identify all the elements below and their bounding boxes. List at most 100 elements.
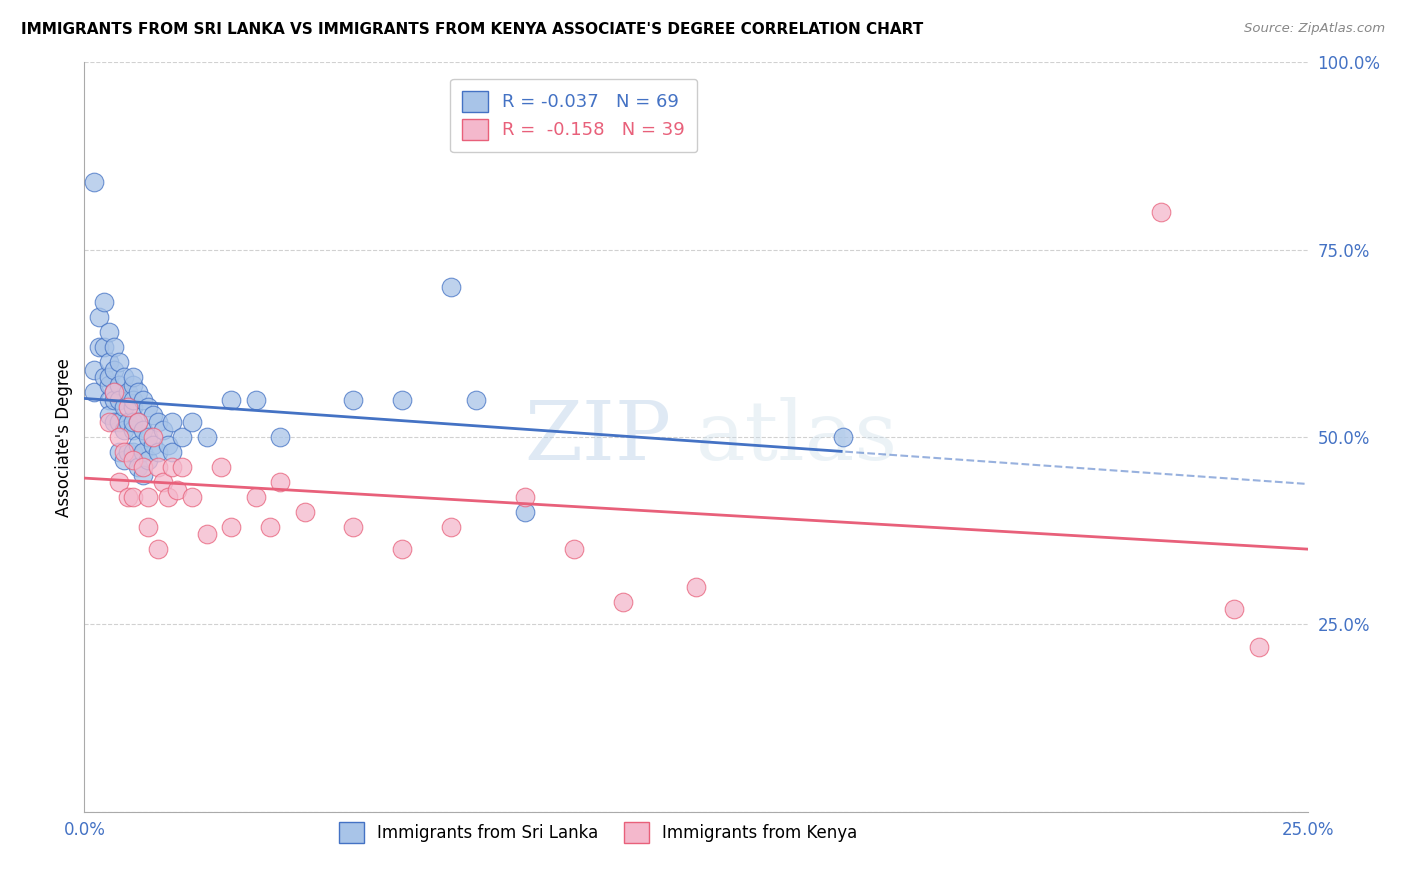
Point — [219, 520, 242, 534]
Legend: Immigrants from Sri Lanka, Immigrants from Kenya: Immigrants from Sri Lanka, Immigrants fr… — [326, 809, 870, 855]
Point — [142, 430, 165, 444]
Point — [122, 370, 145, 384]
Point — [269, 475, 291, 489]
Point — [122, 392, 145, 407]
Point — [93, 295, 115, 310]
Point — [162, 415, 184, 429]
Point — [127, 460, 149, 475]
Point — [97, 355, 120, 369]
Point — [112, 445, 135, 459]
Point — [391, 542, 413, 557]
Point — [342, 520, 364, 534]
Point — [97, 370, 120, 384]
Point — [107, 475, 129, 489]
Point — [1223, 602, 1246, 616]
Point — [132, 467, 155, 482]
Point — [513, 505, 536, 519]
Point — [127, 437, 149, 451]
Point — [117, 385, 139, 400]
Point — [107, 445, 129, 459]
Point — [142, 408, 165, 422]
Point — [162, 460, 184, 475]
Point — [209, 460, 232, 475]
Point — [132, 392, 155, 407]
Point — [685, 580, 707, 594]
Point — [146, 415, 169, 429]
Point — [122, 452, 145, 467]
Point — [136, 520, 159, 534]
Point — [294, 505, 316, 519]
Point — [83, 175, 105, 189]
Point — [142, 437, 165, 451]
Point — [122, 377, 145, 392]
Point — [97, 415, 120, 429]
Point — [107, 415, 129, 429]
Point — [156, 490, 179, 504]
Point — [146, 542, 169, 557]
Point — [127, 415, 149, 429]
Point — [87, 310, 110, 325]
Point — [195, 527, 218, 541]
Point — [107, 430, 129, 444]
Point — [127, 415, 149, 429]
Point — [112, 423, 135, 437]
Point — [136, 490, 159, 504]
Point — [132, 460, 155, 475]
Point — [103, 385, 125, 400]
Point — [103, 340, 125, 354]
Point — [391, 392, 413, 407]
Point — [83, 362, 105, 376]
Point — [107, 355, 129, 369]
Point — [132, 423, 155, 437]
Point — [136, 430, 159, 444]
Point — [117, 415, 139, 429]
Point — [245, 490, 267, 504]
Text: ZIP: ZIP — [524, 397, 672, 477]
Point — [122, 415, 145, 429]
Point — [146, 445, 169, 459]
Point — [103, 415, 125, 429]
Point — [97, 392, 120, 407]
Text: Source: ZipAtlas.com: Source: ZipAtlas.com — [1244, 22, 1385, 36]
Point — [259, 520, 281, 534]
Point — [112, 452, 135, 467]
Point — [195, 430, 218, 444]
Point — [103, 392, 125, 407]
Point — [269, 430, 291, 444]
Point — [166, 483, 188, 497]
Text: IMMIGRANTS FROM SRI LANKA VS IMMIGRANTS FROM KENYA ASSOCIATE'S DEGREE CORRELATIO: IMMIGRANTS FROM SRI LANKA VS IMMIGRANTS … — [21, 22, 924, 37]
Point — [122, 490, 145, 504]
Point — [172, 460, 194, 475]
Point — [562, 542, 585, 557]
Point — [146, 460, 169, 475]
Point — [831, 430, 853, 444]
Point — [117, 445, 139, 459]
Point — [117, 400, 139, 414]
Point — [107, 377, 129, 392]
Point — [103, 362, 125, 376]
Point — [162, 445, 184, 459]
Text: atlas: atlas — [696, 397, 898, 477]
Point — [156, 437, 179, 451]
Point — [112, 400, 135, 414]
Point — [1150, 205, 1173, 219]
Point — [136, 400, 159, 414]
Point — [93, 370, 115, 384]
Point — [181, 490, 204, 504]
Point — [152, 475, 174, 489]
Point — [219, 392, 242, 407]
Point — [152, 423, 174, 437]
Point — [245, 392, 267, 407]
Point — [97, 377, 120, 392]
Point — [464, 392, 486, 407]
Y-axis label: Associate's Degree: Associate's Degree — [55, 358, 73, 516]
Point — [122, 445, 145, 459]
Point — [117, 490, 139, 504]
Point — [112, 370, 135, 384]
Point — [122, 400, 145, 414]
Point — [97, 325, 120, 339]
Point — [127, 385, 149, 400]
Point — [612, 595, 634, 609]
Point — [1247, 640, 1270, 654]
Point — [513, 490, 536, 504]
